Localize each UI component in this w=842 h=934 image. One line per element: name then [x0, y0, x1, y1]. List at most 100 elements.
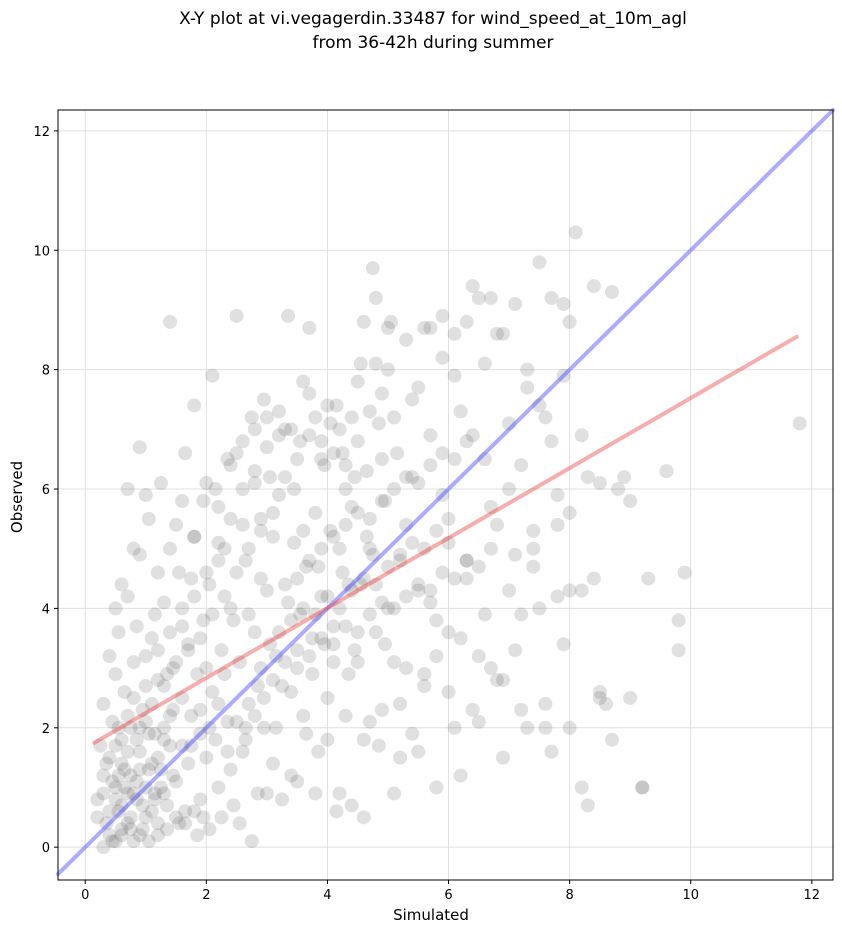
data-point — [447, 368, 462, 383]
data-point — [172, 565, 187, 580]
data-point — [135, 798, 150, 813]
data-point — [241, 607, 256, 622]
data-point — [141, 511, 156, 526]
data-point — [423, 583, 438, 598]
data-point — [417, 679, 432, 694]
data-point — [380, 559, 395, 574]
data-point — [332, 601, 347, 616]
data-point — [114, 577, 129, 592]
data-point — [326, 529, 341, 544]
data-point — [435, 446, 450, 461]
data-point — [792, 416, 807, 431]
data-point — [175, 619, 190, 634]
data-point — [411, 577, 426, 592]
data-point — [126, 655, 141, 670]
data-point — [305, 667, 320, 682]
data-point — [202, 720, 217, 735]
data-point — [332, 786, 347, 801]
data-point — [138, 488, 153, 502]
data-point — [323, 523, 338, 538]
data-point — [187, 398, 202, 413]
data-point — [429, 613, 444, 628]
data-point — [96, 840, 111, 855]
data-point — [268, 720, 283, 735]
data-point — [429, 523, 444, 538]
reference-lines — [56, 108, 835, 877]
data-point — [120, 744, 135, 759]
data-point — [380, 601, 395, 616]
data-point — [108, 738, 123, 753]
data-point — [271, 428, 286, 443]
data-point — [190, 828, 205, 843]
data-point — [253, 511, 268, 526]
data-point — [205, 684, 220, 699]
data-point — [169, 517, 184, 532]
data-point — [150, 565, 165, 580]
data-point — [362, 404, 377, 419]
data-point — [393, 750, 408, 765]
data-point — [411, 476, 426, 491]
data-point — [147, 726, 162, 741]
data-point — [308, 410, 323, 425]
data-point — [338, 517, 353, 532]
data-point — [302, 386, 317, 401]
data-point — [102, 804, 117, 819]
data-point — [302, 428, 317, 443]
data-point — [314, 434, 329, 449]
data-point — [108, 834, 123, 849]
data-point — [159, 667, 174, 682]
data-point — [362, 607, 377, 622]
data-point — [441, 625, 456, 640]
regression-line — [92, 334, 799, 745]
data-point — [184, 571, 199, 586]
data-point — [187, 529, 202, 544]
data-point — [166, 661, 181, 676]
data-point — [271, 488, 286, 502]
y-tick-label: 12 — [33, 125, 50, 140]
data-point — [265, 756, 280, 771]
data-point — [290, 571, 305, 586]
data-point — [405, 726, 420, 741]
data-point — [377, 493, 392, 508]
data-point — [447, 571, 462, 586]
data-point — [111, 768, 126, 783]
data-point — [262, 470, 277, 485]
data-point — [356, 732, 371, 747]
data-point — [102, 649, 117, 664]
data-point — [211, 535, 226, 550]
data-point — [605, 732, 620, 747]
data-point — [574, 428, 589, 443]
data-point — [429, 649, 444, 664]
data-point — [508, 643, 523, 658]
data-point — [141, 834, 156, 849]
data-point — [156, 786, 171, 801]
data-point — [290, 643, 305, 658]
data-point — [532, 255, 547, 270]
data-point — [156, 720, 171, 735]
data-point — [90, 810, 105, 825]
data-point — [544, 434, 559, 449]
data-point — [193, 631, 208, 646]
data-point — [635, 780, 650, 795]
data-point — [393, 553, 408, 568]
data-point — [314, 589, 329, 604]
data-point — [320, 398, 335, 413]
data-point — [223, 601, 238, 616]
data-point — [459, 553, 474, 568]
data-point — [550, 589, 565, 604]
data-point — [259, 410, 274, 425]
data-point — [496, 750, 511, 765]
data-point — [550, 488, 565, 502]
data-point — [193, 792, 208, 807]
chart-subtitle: from 36-42h during summer — [313, 33, 554, 53]
data-point — [344, 798, 359, 813]
data-point — [384, 314, 399, 329]
data-point — [483, 291, 498, 306]
data-point — [247, 422, 262, 437]
data-point — [374, 595, 389, 610]
data-point — [326, 619, 341, 634]
data-point — [120, 708, 135, 723]
data-point — [102, 750, 117, 765]
data-point — [399, 470, 414, 485]
data-point — [314, 541, 329, 556]
